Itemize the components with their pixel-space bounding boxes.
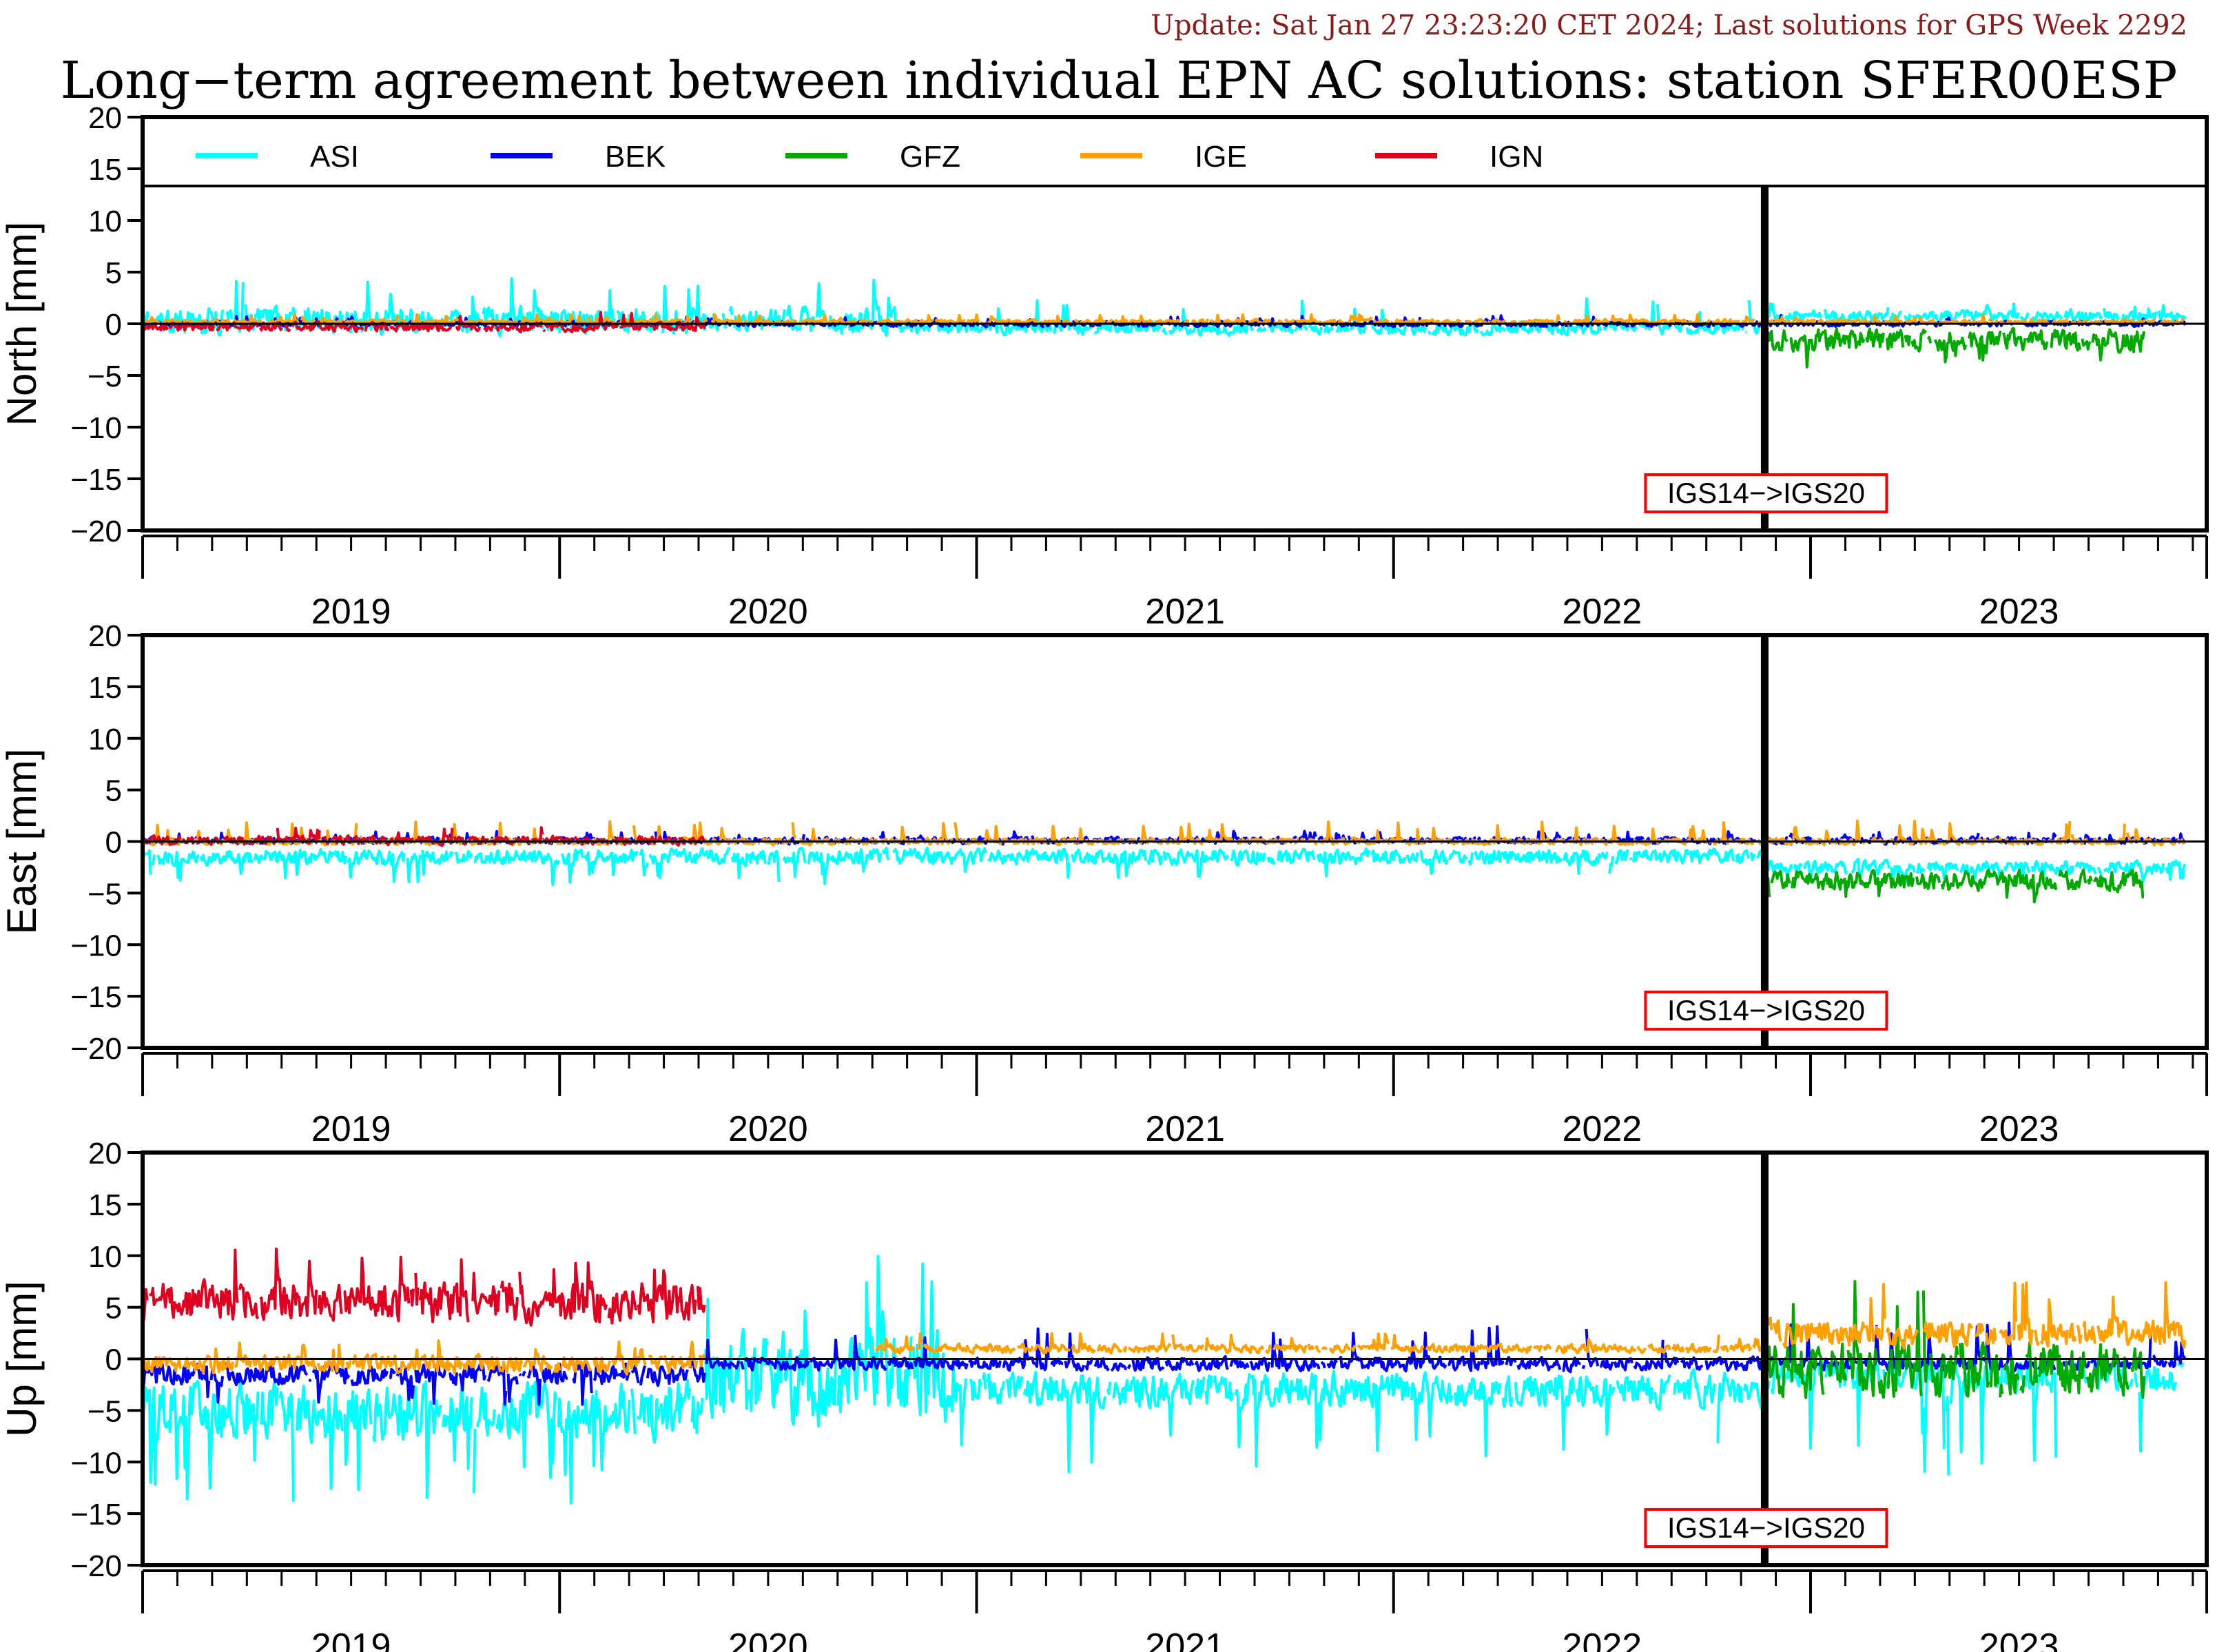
x-year-label: 2020 [728, 1109, 808, 1149]
y-tick-label: −10 [70, 929, 122, 962]
legend-label-ige: IGE [1195, 140, 1247, 174]
x-year-label: 2023 [1979, 592, 2059, 632]
y-tick-label: −20 [70, 1032, 122, 1066]
frame-change-box [1644, 473, 1888, 513]
y-axis-title: North [mm] [0, 222, 45, 426]
y-tick-label: 5 [105, 256, 122, 290]
y-tick-label: 0 [105, 1343, 122, 1377]
x-year-label: 2022 [1563, 1109, 1642, 1149]
y-axis-title: Up [mm] [0, 1281, 45, 1437]
y-tick-label: 0 [105, 308, 122, 342]
x-year-label: 2019 [311, 1627, 391, 1652]
y-tick-label: 15 [88, 671, 122, 705]
legend-label-gfz: GFZ [900, 140, 960, 174]
x-year-label: 2020 [728, 592, 808, 632]
x-year-label: 2021 [1145, 592, 1225, 632]
frame-change-label: IGS14−>IGS20 [1667, 994, 1865, 1026]
frame-change-label: IGS14−>IGS20 [1667, 1511, 1865, 1544]
x-year-label: 2021 [1145, 1627, 1225, 1652]
panel-north: IGS14−>IGS20 20 15 10 5 0 −5 −10 −15 −20 North [mm… [0, 101, 2209, 632]
y-tick-label: 5 [105, 1292, 122, 1325]
y-tick-label: 0 [105, 826, 122, 860]
y-tick-label: −15 [70, 463, 122, 497]
frame-change-annotation: IGS14−>IGS20 [1644, 1508, 1888, 1548]
data-lines [145, 277, 2187, 369]
y-tick-label: 10 [88, 723, 122, 756]
frame-change-label: IGS14−>IGS20 [1667, 477, 1865, 509]
data-lines [145, 1247, 2185, 1503]
data-lines [145, 819, 2187, 904]
x-year-label: 2019 [311, 1109, 391, 1149]
legend-label-bek: BEK [605, 140, 666, 174]
y-tick-label: 20 [88, 101, 122, 135]
legend-label-asi: ASI [310, 140, 359, 174]
x-year-label: 2023 [1979, 1627, 2059, 1652]
y-tick-label: 20 [88, 619, 122, 653]
legend-label-ign: IGN [1490, 140, 1543, 174]
x-year-label: 2022 [1563, 592, 1642, 632]
panel-up: IGS14−>IGS20 20 15 10 5 0 −5 −10 −15 −20 Up [mm] 20… [0, 1137, 2209, 1652]
panels-container: IGS14−>IGS20 20 15 10 5 0 −5 −10 −15 −20 North [mm… [0, 101, 2209, 1652]
x-year-label: 2021 [1145, 1109, 1225, 1149]
series-ign [145, 1247, 706, 1327]
x-year-label: 2022 [1563, 1627, 1642, 1652]
y-tick-label: −5 [87, 360, 122, 393]
series-gfz [1763, 327, 2145, 369]
y-tick-label: −20 [70, 515, 122, 548]
panel-east: IGS14−>IGS20 20 15 10 5 0 −5 −10 −15 −20 East [mm]… [0, 619, 2209, 1149]
series-asi [145, 847, 2187, 887]
legend: ASI BEK GFZ IGE IGN [143, 140, 2207, 187]
y-tick-label: −10 [70, 1446, 122, 1480]
x-year-label: 2023 [1979, 1109, 2059, 1149]
chart-title: Long−term agreement between individual E… [61, 51, 2178, 110]
y-axis-title: East [mm] [0, 748, 45, 934]
y-tick-label: 10 [88, 1240, 122, 1274]
x-year-label: 2020 [728, 1627, 808, 1652]
y-tick-label: 20 [88, 1137, 122, 1170]
series-asi [145, 277, 2187, 338]
frame-change-box [1644, 991, 1888, 1031]
series-gfz [1763, 868, 2145, 904]
y-tick-label: 5 [105, 774, 122, 808]
frame-change-annotation: IGS14−>IGS20 [1644, 473, 1888, 513]
y-tick-label: 15 [88, 1188, 122, 1222]
y-tick-label: 10 [88, 205, 122, 238]
y-tick-label: −20 [70, 1549, 122, 1583]
frame-change-annotation: IGS14−>IGS20 [1644, 991, 1888, 1031]
y-tick-label: −5 [87, 1394, 122, 1428]
y-tick-label: −5 [87, 877, 122, 911]
x-year-label: 2019 [311, 592, 391, 632]
frame-change-box [1644, 1508, 1888, 1548]
y-tick-label: −15 [70, 980, 122, 1014]
update-banner: Update: Sat Jan 27 23:23:20 CET 2024; La… [1151, 10, 2187, 41]
y-tick-label: 15 [88, 153, 122, 187]
y-tick-label: −15 [70, 1498, 122, 1531]
y-tick-label: −10 [70, 411, 122, 445]
